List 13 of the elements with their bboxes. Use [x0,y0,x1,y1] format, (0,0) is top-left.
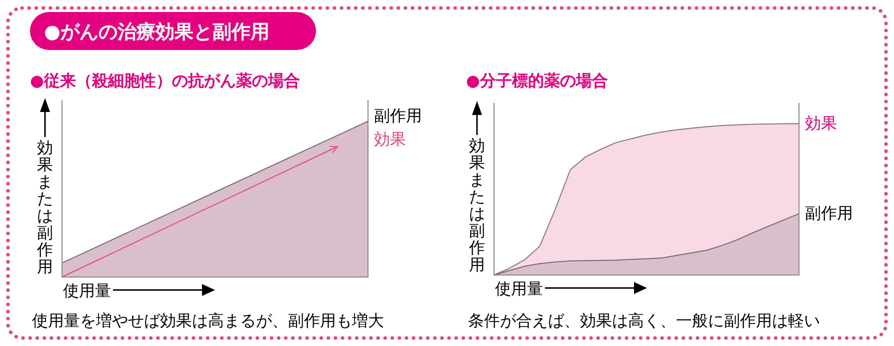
y-axis-title: 効果または副作用 [468,136,485,274]
x-axis-title: 使用量 [495,279,543,298]
text: 条件が合えば、効果は高く、一般に副作用は軽い [468,311,820,330]
text: 効果 [374,130,406,149]
series-label: 副作用 [374,106,422,126]
chart-subtitle: ●従来（殺細胞性）の抗がん薬の場合 [30,71,300,90]
chart-title: ●分子標的薬の場合 [466,71,608,90]
text: 使用量を増やせば効果は高まるが、副作用も増大 [32,311,384,330]
x-axis-title: 使用量 [63,281,111,300]
series-label: 副作用 [805,204,853,223]
y-axis-title: 効果または副作用 [36,138,53,276]
chart-title: ●がんの治療効果と副作用 [44,21,270,43]
series-label: 効果 [805,114,837,133]
